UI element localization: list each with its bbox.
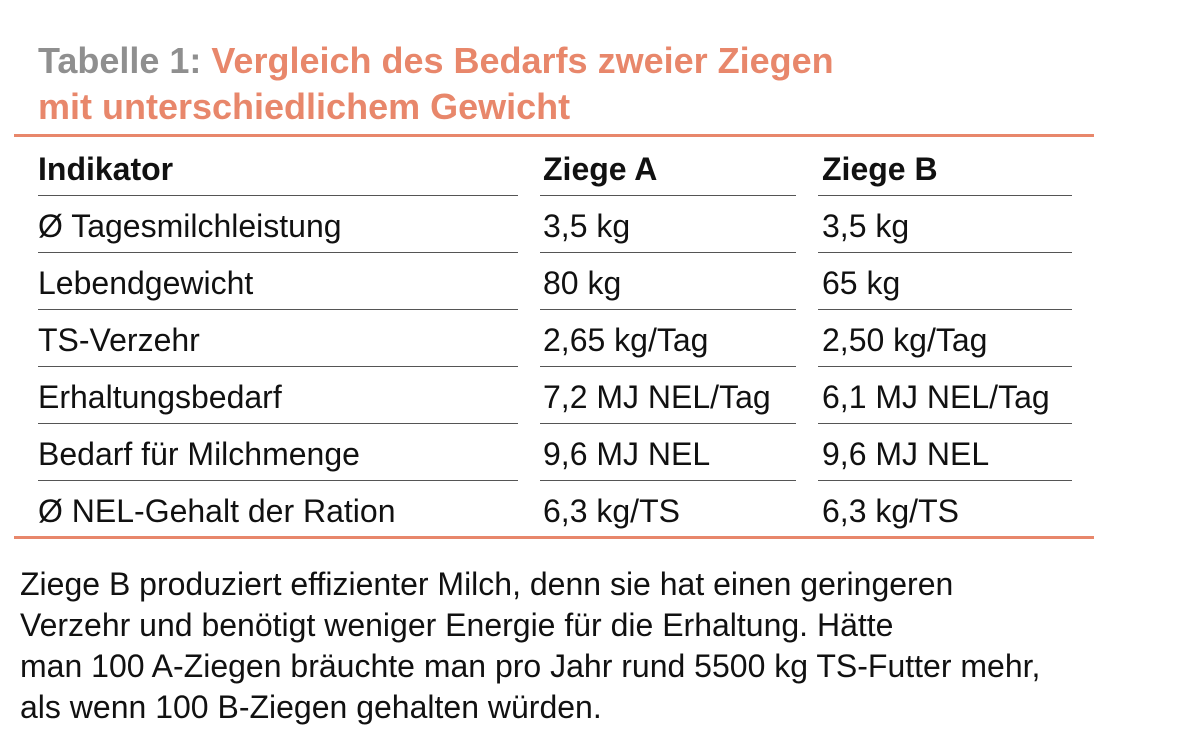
row-divider (540, 480, 796, 481)
row-divider (540, 252, 796, 253)
row-divider (540, 366, 796, 367)
row-divider (818, 480, 1072, 481)
row-divider (540, 195, 796, 196)
row-divider (540, 423, 796, 424)
row-value-b: 3,5 kg (822, 208, 910, 244)
row-divider (818, 366, 1072, 367)
row-value-b: 6,1 MJ NEL/Tag (822, 379, 1050, 415)
title-prefix: Tabelle 1: (38, 40, 212, 81)
header-ziege-b: Ziege B (822, 151, 938, 187)
row-value-a: 80 kg (543, 265, 622, 301)
row-value-b: 65 kg (822, 265, 901, 301)
row-value-b: 9,6 MJ NEL (822, 436, 990, 472)
row-value-a: 2,65 kg/Tag (543, 322, 709, 358)
row-divider (818, 423, 1072, 424)
header-indikator: Indikator (38, 151, 174, 187)
row-value-a: 7,2 MJ NEL/Tag (543, 379, 771, 415)
row-divider (38, 366, 518, 367)
row-divider (38, 480, 518, 481)
row-indicator: Lebendgewicht (38, 265, 254, 301)
row-divider (38, 252, 518, 253)
row-value-b: 6,3 kg/TS (822, 493, 959, 529)
title-line-1: Vergleich des Bedarfs zweier Ziegen (211, 40, 834, 81)
row-indicator: TS-Verzehr (38, 322, 200, 358)
row-indicator: Ø Tagesmilchleistung (38, 208, 342, 244)
row-value-a: 3,5 kg (543, 208, 631, 244)
title-line-2: mit unterschiedlichem Gewicht (38, 86, 571, 127)
row-divider (540, 309, 796, 310)
table-top-rule (14, 134, 1094, 137)
footnote-line-3: man 100 A-Ziegen bräuchte man pro Jahr r… (20, 648, 1041, 684)
row-indicator: Bedarf für Milchmenge (38, 436, 360, 472)
table-bottom-rule (14, 536, 1094, 539)
row-indicator: Erhaltungsbedarf (38, 379, 282, 415)
header-ziege-a: Ziege A (543, 151, 658, 187)
row-divider (38, 195, 518, 196)
row-divider (818, 195, 1072, 196)
row-indicator: Ø NEL-Gehalt der Ration (38, 493, 396, 529)
row-value-a: 9,6 MJ NEL (543, 436, 711, 472)
row-divider (818, 252, 1072, 253)
row-divider (38, 309, 518, 310)
row-divider (38, 423, 518, 424)
table-footnote: Ziege B produziert effizienter Milch, de… (20, 564, 1180, 728)
row-value-b: 2,50 kg/Tag (822, 322, 988, 358)
table-title: Tabelle 1: Vergleich des Bedarfs zweier … (38, 38, 1138, 130)
row-divider (818, 309, 1072, 310)
row-value-a: 6,3 kg/TS (543, 493, 680, 529)
footnote-line-2: Verzehr und benötigt weniger Energie für… (20, 607, 894, 643)
footnote-line-4: als wenn 100 B-Ziegen gehalten würden. (20, 689, 602, 725)
footnote-line-1: Ziege B produziert effizienter Milch, de… (20, 566, 954, 602)
